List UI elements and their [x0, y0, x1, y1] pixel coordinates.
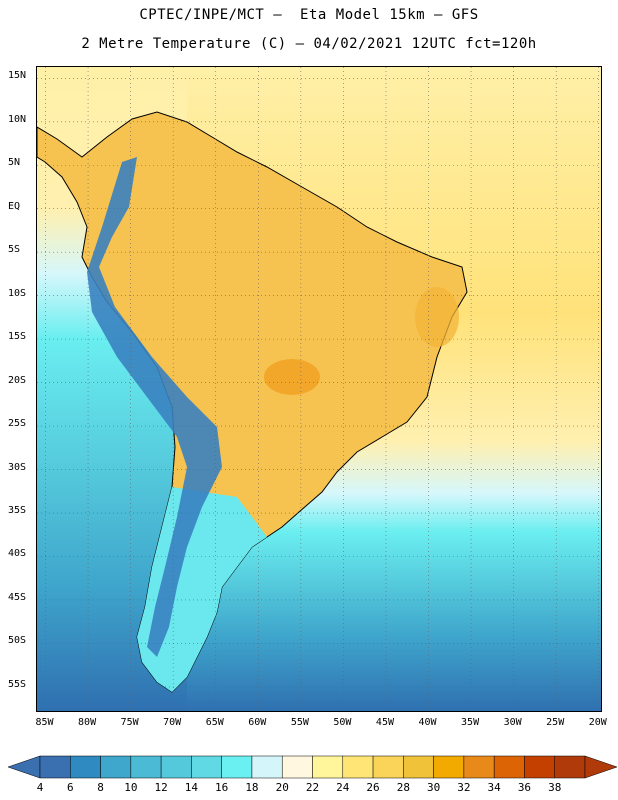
lat-label: 40S — [8, 548, 27, 560]
colorbar-swatch — [312, 755, 344, 779]
colorbar-swatch — [342, 755, 374, 779]
colorbar-swatch — [191, 755, 222, 779]
lat-label: 15S — [8, 331, 27, 343]
colorbar-level-label: 6 — [66, 781, 74, 794]
lon-label: 25W — [546, 717, 565, 728]
colorbar-level-label: 24 — [336, 781, 350, 794]
lat-label: EQ — [8, 200, 21, 212]
colorbar-level-label: 22 — [305, 781, 320, 794]
colorbar-swatch — [70, 755, 101, 779]
lon-label: 20W — [588, 717, 607, 728]
lat-label: 35S — [8, 505, 27, 517]
colorbar-swatch — [160, 755, 192, 779]
colorbar-level-label: 16 — [215, 781, 229, 794]
lon-label: 70W — [163, 717, 182, 728]
lat-label: 5N — [8, 157, 21, 169]
colorbar-swatch — [433, 755, 465, 779]
colorbar-swatch — [403, 755, 434, 779]
lat-label: 55S — [8, 678, 27, 690]
lon-label: 50W — [333, 717, 352, 728]
temperature-map — [36, 66, 602, 712]
colorbar-swatch — [221, 755, 253, 779]
lat-label: 45S — [8, 591, 27, 603]
colorbar-level-label: 36 — [517, 781, 532, 794]
lat-label: 10S — [8, 287, 27, 299]
colorbar-level-label: 20 — [275, 781, 289, 794]
lat-label: 10N — [8, 113, 27, 125]
chart-title-line2: 2 Metre Temperature (C) – 04/02/2021 12U… — [81, 36, 537, 52]
lat-label: 50S — [8, 635, 27, 647]
colorbar-level-label: 26 — [366, 781, 380, 794]
lon-label: 60W — [248, 717, 267, 728]
colorbar-level-label: 38 — [548, 781, 562, 794]
lon-label: 40W — [418, 717, 437, 728]
lon-label: 45W — [375, 717, 394, 728]
andes-cold-band — [87, 157, 222, 657]
lon-label: 65W — [205, 717, 224, 728]
colorbar-swatch — [493, 755, 525, 779]
colorbar-level-label: 28 — [396, 781, 410, 794]
lat-label: 25S — [8, 418, 27, 430]
colorbar-swatch — [524, 755, 555, 779]
colorbar-level-label: 30 — [426, 781, 441, 794]
colorbar-level-label: 18 — [245, 781, 259, 794]
lon-label: 55W — [290, 717, 309, 728]
lat-label: 20S — [8, 374, 27, 386]
colorbar-level-label: 4 — [36, 781, 44, 794]
colorbar-swatch — [100, 755, 132, 779]
lat-label: 30S — [8, 461, 27, 473]
colorbar-swatch — [130, 755, 162, 779]
map-canvas — [37, 67, 601, 711]
colorbar-level-label: 10 — [124, 781, 138, 794]
colorbar-over-arrow — [584, 755, 618, 779]
lon-label: 85W — [35, 717, 54, 728]
warm-northeast — [415, 287, 459, 347]
lat-label: 5S — [8, 244, 21, 256]
lon-label: 35W — [461, 717, 480, 728]
colorbar-swatch — [39, 755, 71, 779]
lon-label: 75W — [120, 717, 139, 728]
colorbar — [7, 755, 618, 779]
colorbar-level-label: 32 — [457, 781, 471, 794]
colorbar-level-label: 34 — [487, 781, 501, 794]
colorbar-swatch — [372, 755, 404, 779]
chart-title-line1: CPTEC/INPE/MCT – Eta Model 15km – GFS — [139, 7, 479, 23]
colorbar-level-label: 14 — [184, 781, 198, 794]
colorbar-level-label: 12 — [154, 781, 168, 794]
warm-interior — [264, 359, 320, 395]
colorbar-level-label: 8 — [97, 781, 104, 794]
colorbar-swatch — [251, 755, 283, 779]
land-patagonia-cool — [137, 487, 267, 692]
colorbar-swatch — [463, 755, 495, 779]
lon-label: 30W — [503, 717, 522, 728]
colorbar-under-arrow — [7, 755, 41, 779]
lat-label: 15N — [8, 70, 27, 82]
colorbar-swatch — [554, 755, 586, 779]
colorbar-swatch — [281, 755, 313, 779]
lon-label: 80W — [78, 717, 97, 728]
